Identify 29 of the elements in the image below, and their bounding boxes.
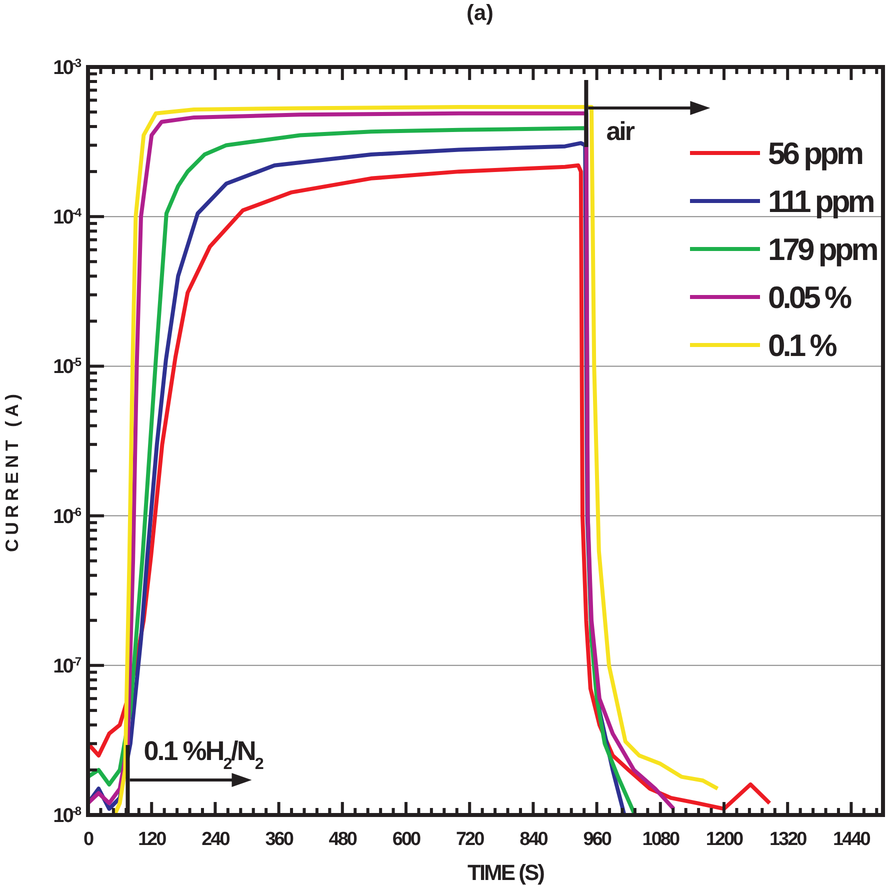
y-tick-label: 10$^{-6}$ bbox=[53, 504, 82, 528]
y-tick-label: 10$^{-3}$ bbox=[53, 56, 82, 79]
x-tick-label: 600 bbox=[392, 829, 421, 850]
legend-label: 0.05 % bbox=[768, 280, 852, 315]
x-tick-label: 1200 bbox=[706, 829, 744, 850]
legend-label: 179 ppm bbox=[768, 232, 878, 267]
legend-label: 111 ppm bbox=[768, 184, 874, 219]
y-axis-title: CURRENT (A) bbox=[2, 390, 22, 552]
y-tick-label: 10$^{-8}$ bbox=[53, 804, 82, 827]
y-tick-label: 10$^{-4}$ bbox=[53, 206, 82, 229]
x-tick-label: 360 bbox=[265, 829, 294, 850]
x-tick-label: 720 bbox=[456, 829, 484, 850]
ref-line-label: air bbox=[606, 116, 635, 146]
x-tick-label: 480 bbox=[328, 829, 357, 850]
x-tick-label: 1440 bbox=[833, 829, 870, 850]
x-tick-label: 240 bbox=[202, 829, 230, 850]
x-tick-label: 1080 bbox=[642, 829, 680, 850]
x-tick-label: 960 bbox=[583, 829, 612, 850]
ref-line-label: 0.1 %H$_{2}$/N$_{2}$ bbox=[144, 736, 264, 773]
x-tick-label: 1320 bbox=[769, 829, 807, 850]
x-axis-title: TIME (S) bbox=[468, 860, 545, 885]
legend-label: 0.1 % bbox=[768, 328, 837, 363]
chart-title: (a) bbox=[466, 0, 494, 25]
x-tick-label: 0 bbox=[83, 829, 94, 850]
x-tick-label: 840 bbox=[520, 829, 548, 850]
x-tick-label: 120 bbox=[138, 829, 166, 850]
y-tick-label: 10$^{-7}$ bbox=[53, 654, 82, 678]
y-tick-label: 10$^{-5}$ bbox=[53, 355, 82, 378]
legend-label: 56 ppm bbox=[768, 136, 862, 171]
